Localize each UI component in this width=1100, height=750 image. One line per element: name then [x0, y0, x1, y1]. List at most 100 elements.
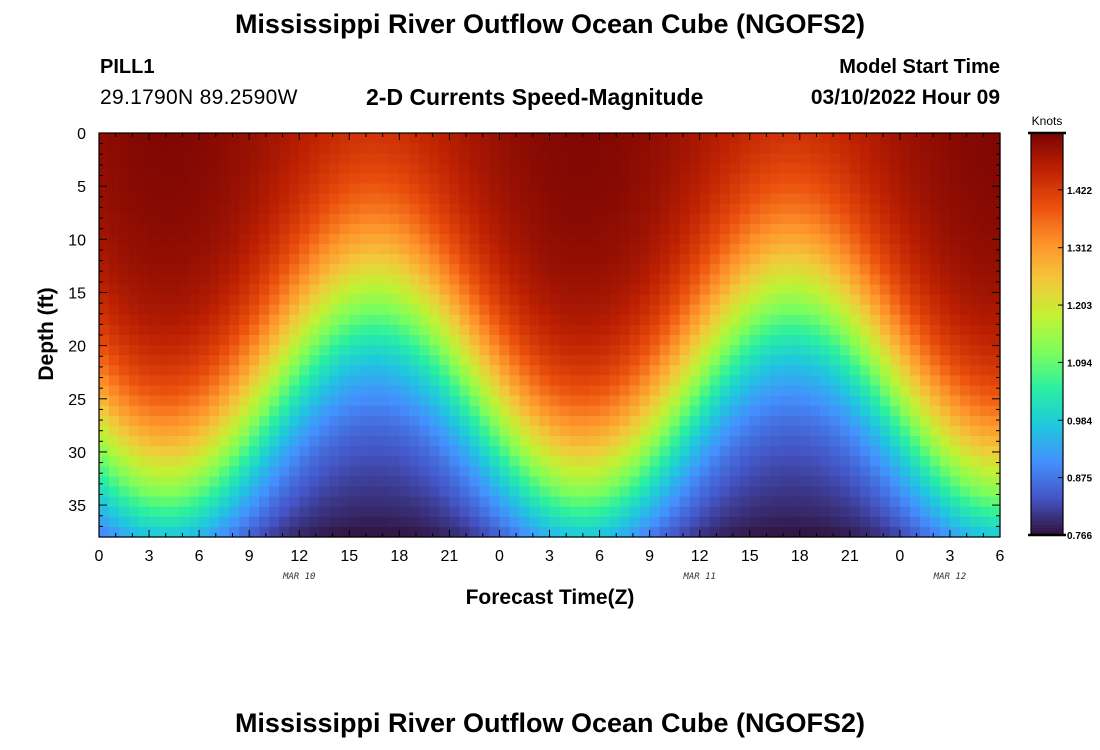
heatmap-cell: [339, 335, 350, 346]
heatmap-cell: [669, 415, 681, 427]
heatmap-cell: [819, 415, 831, 427]
heatmap-cell: [559, 254, 571, 265]
heatmap-cell: [129, 163, 140, 174]
heatmap-cell: [629, 234, 641, 245]
heatmap-cell: [359, 254, 370, 265]
heatmap-cell: [609, 425, 621, 437]
heatmap-cell: [629, 203, 641, 215]
heatmap-cell: [309, 314, 320, 326]
heatmap-cell: [289, 335, 300, 346]
heatmap-cell: [569, 304, 581, 316]
heatmap-cell: [929, 203, 941, 215]
heatmap-cell: [519, 264, 531, 275]
heatmap-cell: [179, 284, 190, 296]
heatmap-cell: [579, 496, 591, 508]
heatmap-cell: [209, 405, 220, 417]
heatmap-cell: [779, 405, 791, 417]
heatmap-cell: [809, 526, 821, 538]
heatmap-cell: [569, 324, 581, 336]
colorbar-band: [1031, 203, 1063, 208]
heatmap-cell: [909, 163, 921, 174]
heatmap-cell: [339, 516, 350, 528]
heatmap-cell: [989, 345, 1001, 356]
heatmap-cell: [849, 436, 861, 447]
heatmap-cell: [359, 284, 370, 296]
heatmap-cell: [289, 234, 300, 245]
heatmap-cell: [789, 223, 801, 235]
heatmap-cell: [769, 314, 781, 326]
heatmap-cell: [269, 314, 280, 326]
heatmap-cell: [609, 314, 621, 326]
heatmap-cell: [549, 466, 561, 477]
heatmap-cell: [879, 405, 891, 417]
y-tick-label: 35: [68, 498, 86, 515]
heatmap-cell: [299, 183, 310, 195]
heatmap-cell: [729, 395, 741, 407]
heatmap-cell: [739, 526, 751, 538]
heatmap-cell: [169, 234, 180, 245]
heatmap-cell: [249, 496, 260, 508]
heatmap-cell: [169, 415, 180, 427]
heatmap-cell: [549, 456, 561, 467]
heatmap-cell: [819, 486, 831, 498]
heatmap-cell: [839, 436, 851, 447]
heatmap-cell: [289, 395, 300, 407]
heatmap-cell: [689, 294, 701, 306]
heatmap-cell: [479, 193, 491, 205]
heatmap-cell: [769, 516, 781, 528]
heatmap-cell: [979, 274, 991, 286]
heatmap-cell: [539, 193, 551, 205]
colorbar-band: [1031, 374, 1063, 379]
heatmap-cell: [459, 466, 471, 477]
heatmap-cell: [99, 365, 110, 376]
heatmap-cell: [889, 244, 901, 255]
heatmap-cell: [769, 355, 781, 366]
heatmap-cell: [519, 506, 531, 518]
heatmap-cell: [689, 496, 701, 508]
heatmap-cell: [959, 345, 971, 356]
heatmap-cell: [289, 284, 300, 296]
heatmap-cell: [279, 446, 290, 457]
heatmap-cell: [199, 294, 210, 306]
heatmap-cell: [359, 496, 370, 508]
heatmap-cell: [969, 254, 981, 265]
heatmap-cell: [239, 456, 250, 467]
heatmap-cell: [369, 375, 380, 387]
heatmap-cell: [829, 425, 841, 437]
heatmap-cell: [739, 385, 751, 397]
heatmap-cell: [639, 234, 651, 245]
heatmap-cell: [649, 516, 661, 528]
heatmap-cell: [439, 203, 450, 215]
heatmap-cell: [789, 213, 801, 225]
heatmap-cell: [189, 506, 200, 518]
heatmap-cell: [389, 304, 400, 316]
heatmap-cell: [539, 446, 551, 457]
heatmap-cell: [969, 496, 981, 508]
heatmap-cell: [909, 415, 921, 427]
heatmap-cell: [619, 355, 631, 366]
heatmap-cell: [269, 213, 280, 225]
heatmap-cell: [819, 324, 831, 336]
heatmap-cell: [729, 456, 741, 467]
heatmap-cell: [499, 335, 511, 346]
heatmap-cell: [319, 355, 330, 366]
heatmap-cell: [259, 244, 270, 255]
heatmap-cell: [549, 516, 561, 528]
heatmap-cell: [709, 446, 721, 457]
heatmap-cell: [459, 436, 471, 447]
heatmap-cell: [129, 526, 140, 538]
heatmap-cell: [539, 274, 551, 286]
heatmap-cell: [809, 516, 821, 528]
heatmap-cell: [489, 244, 501, 255]
heatmap-cell: [939, 516, 951, 528]
heatmap-cell: [819, 314, 831, 326]
heatmap-cell: [539, 355, 551, 366]
heatmap-cell: [309, 163, 320, 174]
heatmap-cell: [589, 193, 601, 205]
heatmap-cell: [499, 173, 511, 185]
colorbar-band: [1031, 270, 1063, 275]
heatmap-cell: [419, 143, 430, 154]
heatmap-cell: [509, 466, 521, 477]
colorbar-band: [1031, 179, 1063, 184]
heatmap-cell: [899, 526, 911, 538]
